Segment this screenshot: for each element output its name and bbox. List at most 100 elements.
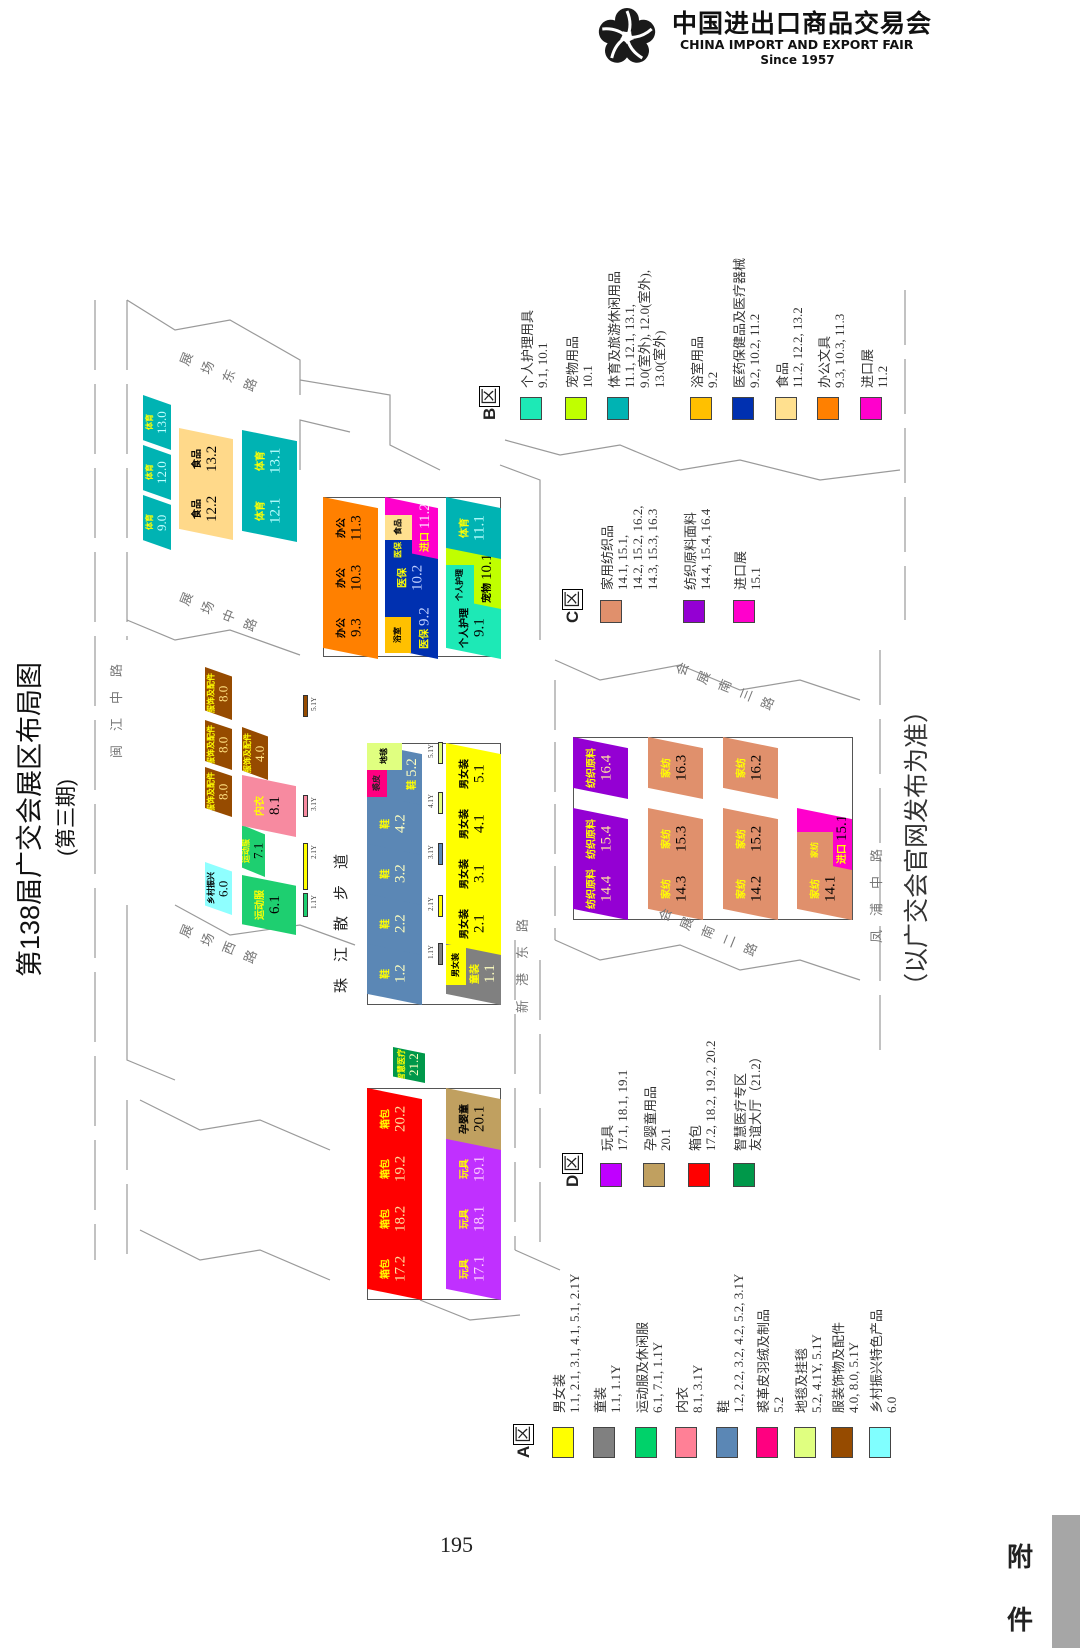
page-number: 195 [440, 1532, 473, 1557]
outdoor-booth-marker [438, 943, 443, 965]
zone-suffix: 区 [513, 1423, 534, 1445]
hall-number: 17.2 [392, 1255, 409, 1283]
legend-text: 男女装 1.1, 2.1, 3.1, 4.1, 5.1, 2.1Y [552, 1274, 582, 1413]
legend-zone-c: C区 家用纺织品 14.1, 15.1, 14.2, 15.2, 16.2, 14.3,… [562, 506, 775, 623]
zone-letter: B [480, 407, 499, 420]
hall-category: 鞋 [380, 819, 392, 829]
hall-category: 办公 [336, 618, 348, 638]
hall-category: 鞋 [380, 869, 392, 879]
legend-category: 男女装 [552, 1373, 567, 1413]
hall-category: 办公 [336, 568, 348, 588]
hall-number: 16.4 [598, 754, 615, 782]
hall-5.1: 男女装 5.1 [446, 743, 501, 805]
hall-number: 4.1 [471, 814, 488, 834]
legend-item: 进口展 15.1 [733, 506, 775, 623]
legend-swatch [831, 1427, 853, 1458]
hall-category: 箱包 [380, 1109, 392, 1129]
legend-swatch [520, 397, 542, 420]
legend-swatch [733, 600, 755, 623]
legend-zone-title: B区 [479, 258, 520, 420]
legend-item: 玩具 17.1, 18.1, 19.1 [600, 1041, 643, 1187]
legend-swatch [565, 397, 587, 420]
hall-number: 11.3 [348, 515, 365, 541]
hall-number: 13.1 [267, 447, 284, 475]
hall-number: 18.2 [392, 1205, 409, 1233]
legend-zone-b: B区 个人护理用具 9.1, 10.1 宠物用品 10.1 体育及旅游休闲用品 11.1, … [479, 258, 902, 420]
legend-category: 宠物用品 [565, 335, 580, 388]
legend-swatch [716, 1427, 738, 1458]
hall-number: 12.0 [154, 461, 169, 484]
legend-hall-numbers: 1.2, 2.2, 3.2, 4.2, 5.2, 3.1Y [731, 1273, 746, 1413]
hall-3.1: 男女装 3.1 [446, 843, 501, 905]
hall-20.2: 箱包 20.2 [367, 1088, 422, 1150]
legend-item: 男女装 1.1, 2.1, 3.1, 4.1, 5.1, 2.1Y [552, 1274, 593, 1458]
legend-hall-numbers: 8.1, 3.1Y [690, 1364, 705, 1413]
hall-14.1: 家纺 14.1 [797, 858, 852, 920]
legend-item: 地毯及挂毯 5.2, 4.1Y, 5.1Y [794, 1274, 831, 1458]
outdoor-booth-marker [303, 893, 308, 917]
legend-swatch [775, 397, 797, 420]
hall-8.1: 内衣 8.1 [242, 775, 296, 837]
outdoor-booth-label: 3.1Y [427, 845, 435, 859]
hall-category: 内衣 [255, 796, 266, 816]
hall-category: 体育 [255, 451, 267, 471]
hall-label-group: 个人护理 [446, 565, 474, 605]
hall-3.2: 鞋 3.2 [367, 843, 422, 905]
hall-category: 进口 [837, 843, 848, 864]
legend-text: 进口展 11.2 [860, 349, 890, 388]
legend-text: 内衣 8.1, 3.1Y [675, 1365, 705, 1413]
legend-hall-numbers: 17.2, 18.2, 19.2, 20.2 [703, 1040, 718, 1152]
hall-2.1: 男女装 2.1 [446, 893, 501, 955]
hall-category: 医保 [393, 542, 403, 558]
legend-text: 童装 1.1, 1.1Y [593, 1365, 623, 1413]
hall-14.2: 家纺 14.2 [723, 858, 778, 920]
legend-item: 体育及旅游休闲用品 11.1, 12.1, 13.1, 9.0(室外), 12.0(… [607, 258, 690, 420]
legend-item: 办公文具 9.3, 10.3, 11.3 [817, 258, 860, 420]
legend-item: 家用纺织品 14.1, 15.1, 14.2, 15.2, 16.2, 14.3, 1… [600, 506, 683, 623]
legend-item: 乡村振兴特色产品 6.0 [869, 1274, 911, 1458]
hall-16.4: 纺织原料 16.4 [573, 737, 628, 799]
hall-category: 体育 [255, 501, 267, 521]
hall-category: 个人护理 [455, 569, 464, 601]
hall-14.4: 纺织原料 14.4 [573, 858, 628, 920]
legend-hall-numbers: 9.0(室外), 12.0(室外), [637, 269, 652, 388]
legend-swatch [593, 1427, 615, 1458]
legend-category: 家用纺织品 [600, 524, 615, 590]
legend-hall-numbers: 1.1, 1.1Y [608, 1364, 623, 1413]
hall-number: 16.2 [748, 754, 765, 782]
hall-category: 裘皮 [372, 775, 381, 792]
hall-6.1: 运动服 6.1 [242, 875, 296, 935]
hall-category: 纺织原料 [586, 748, 598, 788]
legend-category: 纺织原料面料 [683, 511, 698, 590]
legend-item: 运动服及休闲服 6.1, 7.1, 1.1Y [635, 1274, 675, 1458]
outdoor-booth-marker [438, 895, 443, 917]
legend-text: 乡村振兴特色产品 6.0 [869, 1309, 899, 1413]
legend-swatch [635, 1427, 657, 1458]
legend-text: 箱包 17.2, 18.2, 19.2, 20.2 [688, 1041, 718, 1152]
hall-number: 15.3 [673, 825, 690, 853]
hall-20.1: 孕婴童 20.1 [446, 1088, 501, 1150]
hall-number: 15.4 [598, 825, 615, 853]
legend-swatch [869, 1427, 891, 1458]
legend-hall-numbers: 5.2, 4.1Y, 5.1Y [809, 1334, 824, 1413]
hall-number: 19.2 [392, 1155, 409, 1183]
hall-category: 箱包 [380, 1259, 392, 1279]
zone-suffix: 区 [562, 588, 583, 610]
legend-text: 玩具 17.1, 18.1, 19.1 [600, 1070, 630, 1151]
hall-category: 男女装 [459, 809, 471, 839]
hall-label-group: 医保 [385, 540, 412, 560]
legend-text: 宠物用品 10.1 [565, 336, 595, 388]
hall-food-11.2: 食品 [385, 515, 412, 540]
hall-category: 玩具 [459, 1259, 471, 1279]
hall-16.2: 家纺 16.2 [723, 737, 778, 799]
hall-number: 16.3 [673, 754, 690, 782]
hall-category: 家纺 [736, 829, 748, 849]
hall-12.2: 食品 12.2 [179, 478, 233, 540]
hall-number: 8.0 [215, 783, 231, 801]
hall-8.0: 服饰及配件 8.0 [205, 767, 232, 817]
hall-number: 4.2 [392, 814, 409, 834]
footnote: （以广交会官网发布为准） [904, 698, 931, 999]
zone-suffix: 区 [479, 385, 500, 407]
zone-letter: D [563, 1174, 582, 1187]
hall-14.3: 家纺 14.3 [648, 858, 703, 920]
